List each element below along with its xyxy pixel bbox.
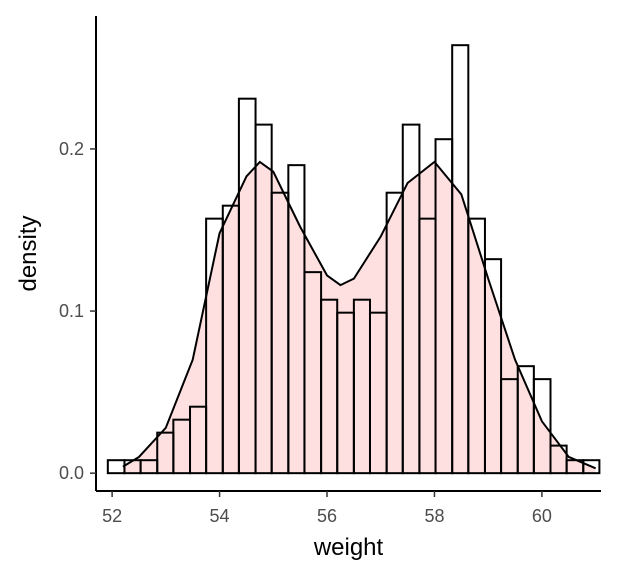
density-line — [122, 160, 597, 470]
histogram-bars — [106, 44, 601, 475]
x-tick-label-0: 52 — [102, 506, 122, 526]
histogram-bar-23 — [483, 258, 503, 475]
x-axis-title: weight — [313, 534, 384, 561]
plot-area — [106, 44, 601, 475]
y-tick-label-1: 0.1 — [59, 301, 84, 321]
y-axis-title: density — [15, 215, 42, 291]
density-area — [122, 161, 596, 474]
histogram-bar-26 — [532, 378, 552, 475]
x-tick-label-1: 54 — [210, 506, 230, 526]
y-axis-ticks: 0.0 0.1 0.2 — [59, 139, 96, 483]
y-tick-label-0: 0.0 — [59, 463, 84, 483]
histogram-bar-0 — [106, 459, 126, 475]
x-axis-ticks: 52 54 56 58 60 — [102, 491, 552, 526]
y-tick-label-2: 0.2 — [59, 139, 84, 159]
x-tick-label-3: 58 — [424, 506, 444, 526]
histogram-bar-29 — [582, 459, 601, 475]
x-tick-label-4: 60 — [532, 506, 552, 526]
x-tick-label-2: 56 — [317, 506, 337, 526]
